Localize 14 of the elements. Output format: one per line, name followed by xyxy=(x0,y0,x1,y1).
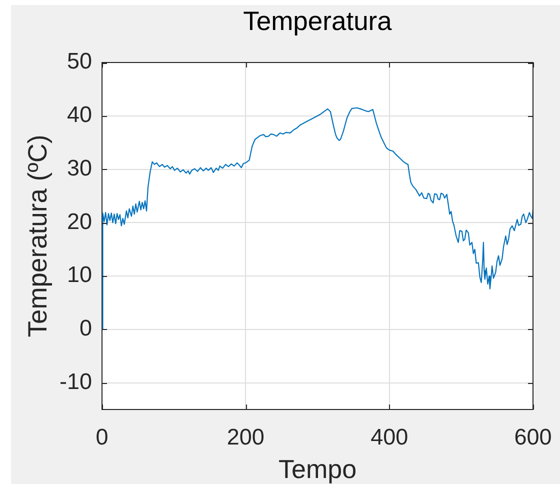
x-axis-title: Tempo xyxy=(278,454,357,484)
y-tick-label: 30 xyxy=(66,155,92,180)
x-tick-label: 200 xyxy=(226,424,264,450)
y-tick-label: -10 xyxy=(59,369,92,394)
y-tick-label: 20 xyxy=(66,208,92,234)
y-axis-title: Temperatura (ºC) xyxy=(22,134,53,338)
x-tick-label: 400 xyxy=(370,424,408,450)
x-tick-label: 600 xyxy=(514,424,552,450)
y-tick-label: 50 xyxy=(66,48,92,74)
y-tick-label: 10 xyxy=(66,262,92,288)
x-tick-label: 0 xyxy=(96,424,108,450)
y-tick-label: 0 xyxy=(79,316,92,341)
chart-title: Temperatura xyxy=(242,6,393,36)
y-tick-label: 40 xyxy=(66,102,92,128)
